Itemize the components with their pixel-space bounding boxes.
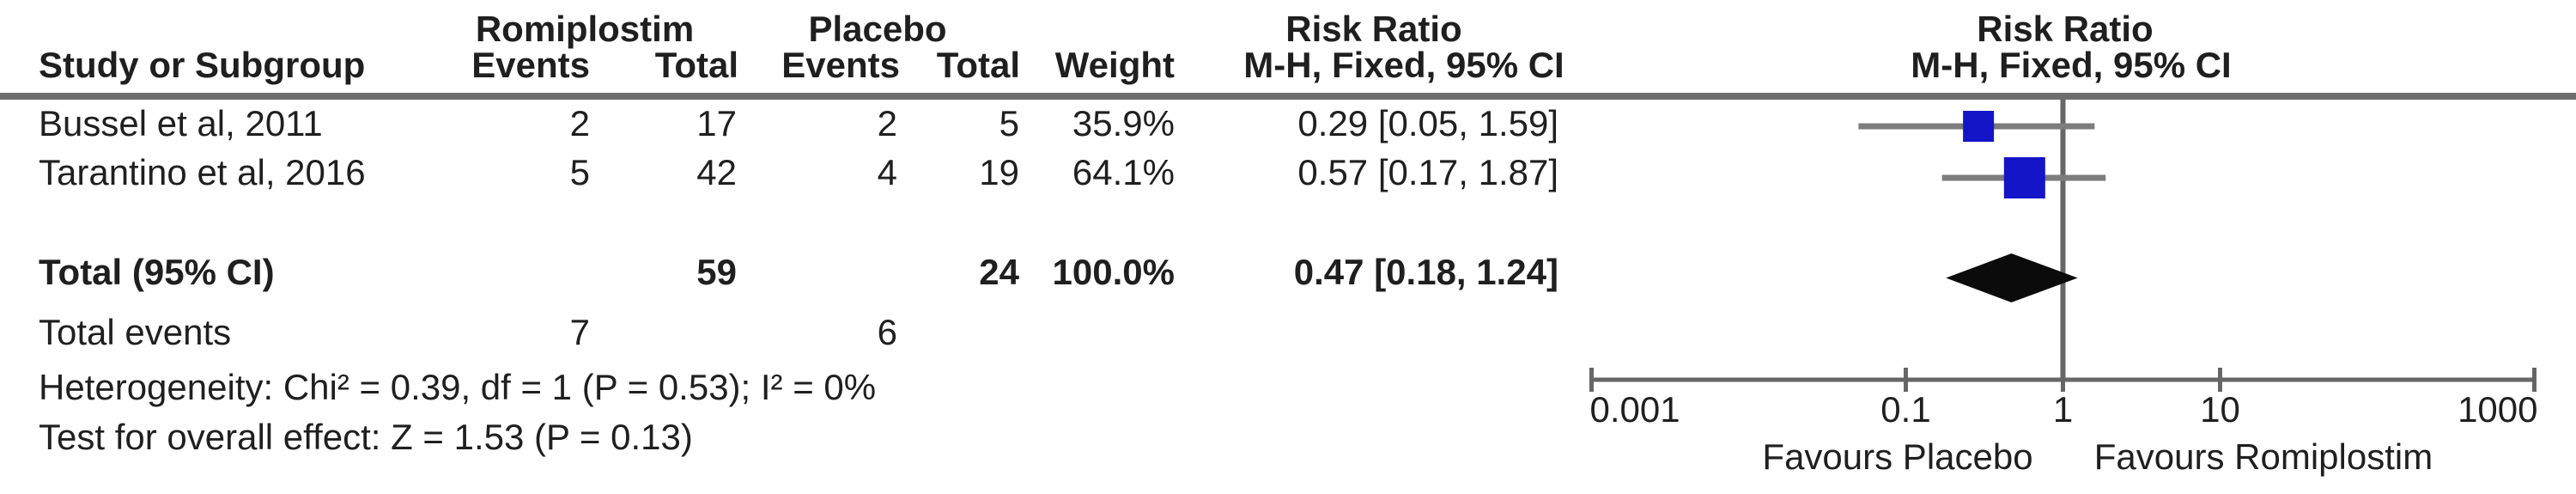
total-label: Total (95% CI) (39, 252, 275, 292)
favours-right-label: Favours Romiplostim (2093, 436, 2433, 477)
col-events1-header: Events (471, 45, 590, 85)
axis-tick-label: 10 (2200, 389, 2240, 430)
events1-cell: 5 (569, 152, 590, 192)
total-rr-ci-cell: 0.47 [0.18, 1.24] (1293, 252, 1558, 292)
col-weight-header: Weight (1054, 45, 1175, 85)
total1-cell: 17 (696, 103, 737, 143)
group1-header: Romiplostim (475, 9, 695, 49)
events1-cell: 2 (569, 103, 590, 143)
total1-sum-cell: 59 (696, 252, 737, 292)
header-rule (0, 93, 2576, 100)
risk-ratio-header-text-col: Risk Ratio (1285, 9, 1462, 49)
total2-sum-cell: 24 (979, 252, 1019, 292)
study-name: Tarantino et al, 2016 (39, 152, 366, 192)
total-weight-cell: 100.0% (1052, 252, 1175, 292)
weight-cell: 64.1% (1072, 152, 1175, 192)
total-diamond (1946, 253, 2078, 302)
group2-header: Placebo (808, 9, 947, 49)
col-total1-header: Total (654, 45, 738, 85)
col-total2-header: Total (936, 45, 1020, 85)
method-header-text-col: M-H, Fixed, 95% CI (1243, 45, 1564, 85)
risk-ratio-header-plot-col: Risk Ratio (1977, 9, 2154, 49)
total-events-label: Total events (39, 312, 232, 352)
study-name: Bussel et al, 2011 (39, 103, 323, 143)
total1-cell: 42 (696, 152, 737, 192)
total-events2-cell: 6 (877, 312, 897, 352)
total2-cell: 5 (999, 103, 1019, 143)
rr-ci-cell: 0.29 [0.05, 1.59] (1297, 103, 1558, 143)
total2-cell: 19 (979, 152, 1019, 192)
method-header-plot-col: M-H, Fixed, 95% CI (1911, 45, 2232, 85)
favours-left-label: Favours Placebo (1762, 436, 2033, 477)
col-events2-header: Events (781, 45, 900, 85)
axis-tick-label: 0.001 (1589, 389, 1680, 430)
axis-tick-label: 0.1 (1880, 389, 1931, 430)
rr-ci-cell: 0.57 [0.17, 1.87] (1297, 152, 1558, 192)
events2-cell: 2 (877, 103, 897, 143)
total-events1-cell: 7 (569, 312, 590, 352)
weight-cell: 35.9% (1072, 103, 1175, 143)
events2-cell: 4 (877, 152, 897, 192)
col-study-header: Study or Subgroup (39, 45, 366, 85)
heterogeneity-line: Heterogeneity: Chi² = 0.39, df = 1 (P = … (39, 367, 877, 407)
axis-tick-label: 1 (2052, 389, 2074, 430)
study-weight-square (1963, 111, 1995, 142)
overall-effect-line: Test for overall effect: Z = 1.53 (P = 0… (39, 417, 693, 457)
axis-tick-label: 1000 (2458, 389, 2538, 430)
study-weight-square (2003, 157, 2045, 198)
